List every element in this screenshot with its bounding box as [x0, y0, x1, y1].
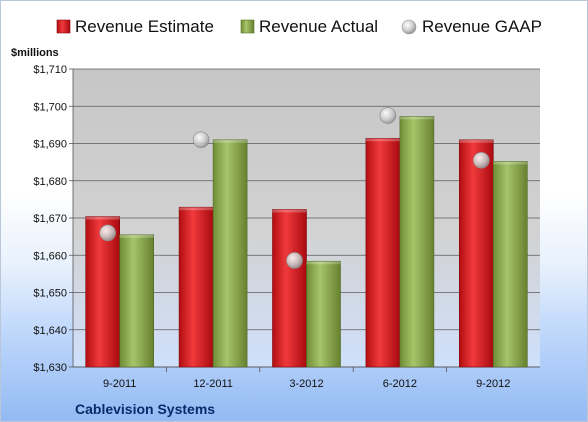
gaap-marker — [99, 224, 116, 242]
unit-label: $millions — [11, 47, 59, 59]
x-tick-label: 3-2012 — [289, 378, 323, 390]
bar-actual-cap — [306, 261, 341, 265]
company-name: Cablevision Systems — [75, 401, 215, 417]
legend-item-gaap: Revenue GAAP — [401, 17, 542, 36]
y-tick-label: $1,690 — [33, 139, 67, 151]
y-tick-label: $1,710 — [33, 64, 67, 76]
legend-marker-gaap — [401, 19, 417, 35]
legend-swatch-estimate — [56, 19, 71, 34]
bar-estimate — [458, 139, 494, 368]
bar-estimate-cap — [179, 207, 214, 211]
legend-label-actual: Revenue Actual — [259, 17, 378, 36]
bar-actual — [399, 116, 435, 368]
bar-actual — [119, 234, 154, 368]
bar-actual-cap — [399, 116, 434, 120]
legend: Revenue Estimate Revenue Actual Revenue … — [56, 17, 542, 36]
bar-estimate — [365, 137, 401, 368]
bar-estimate-cap — [459, 139, 494, 143]
gaap-marker — [286, 252, 303, 269]
y-tick-label: $1,640 — [33, 325, 67, 337]
y-tick-label: $1,700 — [33, 101, 67, 113]
x-tick-label: 6-2012 — [383, 378, 417, 390]
bar-actual — [492, 161, 528, 368]
y-tick-label: $1,670 — [33, 213, 67, 225]
x-tick-label: 9-2011 — [103, 378, 136, 390]
legend-label-gaap: Revenue GAAP — [422, 17, 542, 36]
y-tick-label: $1,660 — [33, 250, 67, 262]
bar-estimate-cap — [365, 138, 400, 142]
legend-item-estimate: Revenue Estimate — [56, 17, 214, 36]
bar-actual — [212, 139, 248, 368]
plot-area: $1,630 $1,640 $1,650 $1,660 $1,670 $1,680 $1,6… — [33, 64, 540, 390]
y-tick-label: $1,630 — [33, 362, 67, 374]
legend-item-actual: Revenue Actual — [240, 17, 378, 36]
gaap-marker — [472, 151, 490, 169]
x-tick-label: 12-2011 — [193, 378, 233, 390]
x-tick-label: 9-2012 — [476, 378, 510, 390]
y-tick-label: $1,650 — [33, 288, 67, 300]
bar-actual-cap — [213, 139, 248, 143]
gaap-marker — [192, 131, 210, 149]
bar-estimate — [272, 209, 307, 368]
legend-label-estimate: Revenue Estimate — [75, 17, 214, 36]
legend-swatch-actual — [240, 19, 255, 34]
bar-actual-cap — [119, 234, 154, 238]
y-tick-label: $1,680 — [33, 176, 67, 188]
bar-estimate-cap — [272, 209, 307, 213]
gaap-marker — [379, 107, 397, 124]
bar-estimate — [85, 216, 120, 368]
bar-estimate — [178, 206, 214, 368]
bar-actual — [306, 260, 341, 368]
bar-actual-cap — [493, 161, 528, 165]
bar-estimate-cap — [85, 216, 120, 220]
